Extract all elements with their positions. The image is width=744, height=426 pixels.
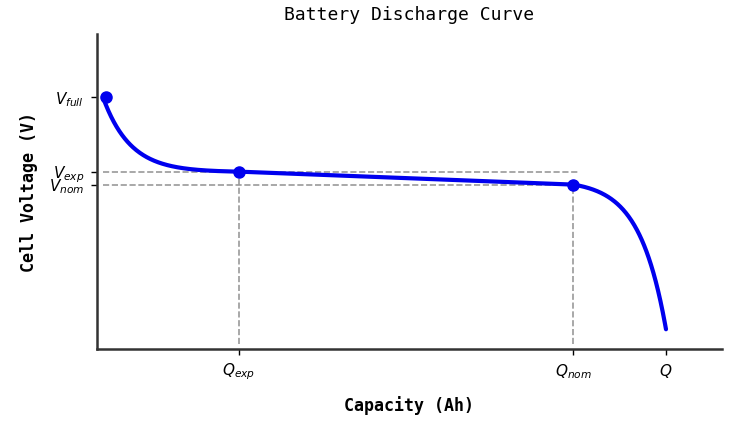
Y-axis label: Cell Voltage (V): Cell Voltage (V) xyxy=(20,112,38,272)
Title: Battery Discharge Curve: Battery Discharge Curve xyxy=(284,6,534,24)
X-axis label: Capacity (Ah): Capacity (Ah) xyxy=(344,396,474,415)
